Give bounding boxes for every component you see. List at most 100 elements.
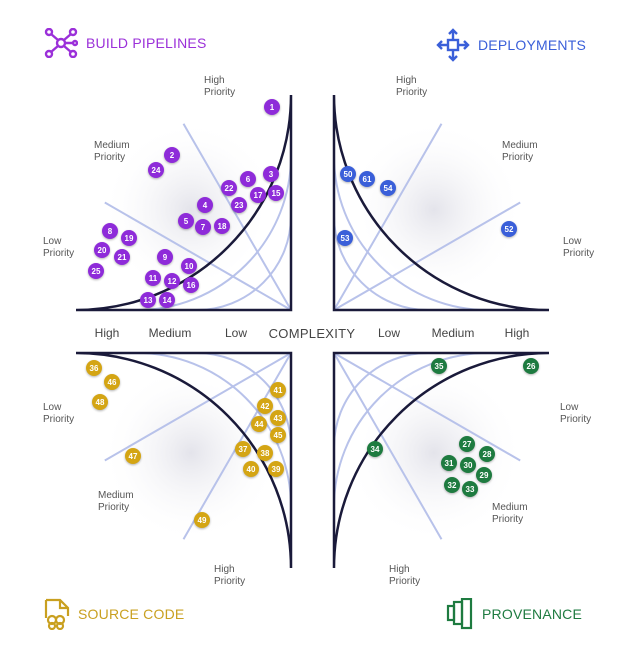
source-item-marker[interactable]: 49 bbox=[194, 512, 210, 528]
ring bbox=[196, 352, 292, 448]
source-item-marker[interactable]: 48 bbox=[92, 394, 108, 410]
quadrant-source-area bbox=[76, 353, 291, 568]
build-item-marker[interactable]: 3 bbox=[263, 166, 279, 182]
spoke bbox=[333, 352, 521, 462]
source-item-marker[interactable]: 39 bbox=[268, 461, 284, 477]
source-item-marker[interactable]: 43 bbox=[270, 410, 286, 426]
build-item-marker[interactable]: 4 bbox=[197, 197, 213, 213]
build-item-marker[interactable]: 15 bbox=[268, 185, 284, 201]
ring bbox=[333, 352, 429, 448]
move-arrows-icon bbox=[436, 28, 470, 62]
priority-label-high: High Priority bbox=[396, 75, 428, 98]
priority-label-medium: Medium Priority bbox=[502, 140, 538, 163]
priority-label-high: High Priority bbox=[214, 564, 246, 587]
source-code-title: SOURCE CODE bbox=[44, 598, 184, 630]
spoke bbox=[333, 123, 443, 311]
build-item-marker[interactable]: 17 bbox=[250, 187, 266, 203]
build-item-marker[interactable]: 7 bbox=[195, 219, 211, 235]
quadrant-build-frame bbox=[75, 94, 293, 312]
spoke bbox=[333, 352, 443, 540]
provenance-title: PROVENANCE bbox=[446, 598, 582, 630]
source-item-marker[interactable]: 38 bbox=[257, 445, 273, 461]
source-item-marker[interactable]: 37 bbox=[235, 441, 251, 457]
spoke bbox=[333, 201, 521, 311]
axis-right-high: High bbox=[504, 326, 530, 340]
build-pipelines-title: BUILD PIPELINES bbox=[44, 28, 207, 58]
quadrant-deploy-area bbox=[334, 95, 549, 310]
prov-item-marker[interactable]: 32 bbox=[444, 477, 460, 493]
priority-label-low: Low Priority bbox=[560, 402, 592, 425]
build-item-marker[interactable]: 9 bbox=[157, 249, 173, 265]
quadrant-build-area bbox=[76, 95, 291, 310]
prov-item-marker[interactable]: 27 bbox=[459, 436, 475, 452]
quadrant-source-frame bbox=[75, 351, 293, 569]
ring bbox=[333, 352, 489, 508]
source-file-icon bbox=[44, 598, 70, 630]
build-item-marker[interactable]: 20 bbox=[94, 242, 110, 258]
complexity-axis-title: COMPLEXITY bbox=[268, 326, 356, 341]
build-pipelines-label: BUILD PIPELINES bbox=[86, 35, 207, 51]
provenance-label: PROVENANCE bbox=[482, 606, 583, 622]
build-item-marker[interactable]: 22 bbox=[221, 180, 237, 196]
ring bbox=[196, 215, 292, 311]
deploy-item-marker[interactable]: 61 bbox=[359, 171, 375, 187]
axis-left-low: Low bbox=[224, 326, 248, 340]
source-item-marker[interactable]: 46 bbox=[104, 374, 120, 390]
axis-left-medium: Medium bbox=[148, 326, 192, 340]
source-item-marker[interactable]: 40 bbox=[243, 461, 259, 477]
deploy-item-marker[interactable]: 52 bbox=[501, 221, 517, 237]
build-item-marker[interactable]: 14 bbox=[159, 292, 175, 308]
build-item-marker[interactable]: 19 bbox=[121, 230, 137, 246]
deployments-title: DEPLOYMENTS bbox=[436, 28, 586, 62]
priority-label-medium: Medium Priority bbox=[94, 140, 130, 163]
priority-label-low: Low Priority bbox=[43, 236, 75, 259]
build-item-marker[interactable]: 13 bbox=[140, 292, 156, 308]
axis-left-high: High bbox=[94, 326, 120, 340]
build-item-marker[interactable]: 21 bbox=[114, 249, 130, 265]
prov-item-marker[interactable]: 35 bbox=[431, 358, 447, 374]
priority-label-low: Low Priority bbox=[43, 402, 75, 425]
build-item-marker[interactable]: 18 bbox=[214, 218, 230, 234]
quadrant-prov-area bbox=[334, 353, 549, 568]
build-item-marker[interactable]: 24 bbox=[148, 162, 164, 178]
priority-label-medium: Medium Priority bbox=[98, 490, 134, 513]
build-item-marker[interactable]: 1 bbox=[264, 99, 280, 115]
build-item-marker[interactable]: 6 bbox=[240, 171, 256, 187]
deploy-item-marker[interactable]: 53 bbox=[337, 230, 353, 246]
spoke bbox=[104, 352, 292, 462]
source-item-marker[interactable]: 47 bbox=[125, 448, 141, 464]
prov-item-marker[interactable]: 30 bbox=[460, 457, 476, 473]
prov-item-marker[interactable]: 26 bbox=[523, 358, 539, 374]
build-item-marker[interactable]: 8 bbox=[102, 223, 118, 239]
build-item-marker[interactable]: 25 bbox=[88, 263, 104, 279]
source-item-marker[interactable]: 44 bbox=[251, 416, 267, 432]
source-item-marker[interactable]: 41 bbox=[270, 382, 286, 398]
spoke bbox=[182, 123, 292, 311]
prov-item-marker[interactable]: 34 bbox=[367, 441, 383, 457]
build-item-marker[interactable]: 12 bbox=[164, 273, 180, 289]
quadrant-prov-frame bbox=[332, 351, 550, 569]
build-item-marker[interactable]: 23 bbox=[231, 197, 247, 213]
priority-label-high: High Priority bbox=[204, 75, 236, 98]
build-item-marker[interactable]: 2 bbox=[164, 147, 180, 163]
deploy-item-marker[interactable]: 54 bbox=[380, 180, 396, 196]
prov-item-marker[interactable]: 28 bbox=[479, 446, 495, 462]
spoke bbox=[104, 201, 292, 311]
source-item-marker[interactable]: 45 bbox=[270, 427, 286, 443]
build-item-marker[interactable]: 5 bbox=[178, 213, 194, 229]
prov-item-marker[interactable]: 31 bbox=[441, 455, 457, 471]
build-item-marker[interactable]: 11 bbox=[145, 270, 161, 286]
prov-item-marker[interactable]: 29 bbox=[476, 467, 492, 483]
deploy-item-marker[interactable]: 50 bbox=[340, 166, 356, 182]
quadrant-deploy-frame bbox=[332, 94, 550, 312]
source-item-marker[interactable]: 42 bbox=[257, 398, 273, 414]
axis-right-medium: Medium bbox=[431, 326, 475, 340]
priority-label-medium: Medium Priority bbox=[492, 502, 528, 525]
build-item-marker[interactable]: 16 bbox=[183, 277, 199, 293]
prov-item-marker[interactable]: 33 bbox=[462, 481, 478, 497]
ring bbox=[333, 215, 429, 311]
source-item-marker[interactable]: 36 bbox=[86, 360, 102, 376]
build-item-marker[interactable]: 10 bbox=[181, 258, 197, 274]
